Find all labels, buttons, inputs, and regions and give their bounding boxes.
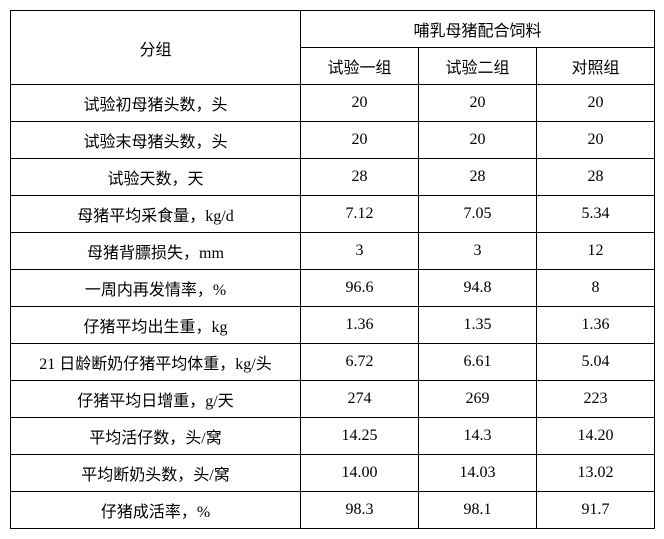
row-value-col1: 20 <box>301 85 419 122</box>
row-value-col2: 94.8 <box>419 270 537 307</box>
row-value-col3: 1.36 <box>537 307 655 344</box>
row-value-col3: 12 <box>537 233 655 270</box>
row-value-col1: 14.25 <box>301 418 419 455</box>
row-value-col1: 1.36 <box>301 307 419 344</box>
row-value-col1: 98.3 <box>301 492 419 529</box>
row-value-col3: 223 <box>537 381 655 418</box>
row-label: 仔猪平均日增重，g/天 <box>11 381 301 418</box>
row-value-col3: 5.04 <box>537 344 655 381</box>
row-value-col2: 14.3 <box>419 418 537 455</box>
table-row: 试验天数，天282828 <box>11 159 655 196</box>
header-col-3: 对照组 <box>537 48 655 85</box>
table-row: 试验末母猪头数，头202020 <box>11 122 655 159</box>
row-label: 试验末母猪头数，头 <box>11 122 301 159</box>
table-body: 试验初母猪头数，头202020试验末母猪头数，头202020试验天数，天2828… <box>11 85 655 529</box>
row-value-col3: 20 <box>537 85 655 122</box>
row-value-col1: 14.00 <box>301 455 419 492</box>
row-value-col3: 8 <box>537 270 655 307</box>
row-value-col2: 1.35 <box>419 307 537 344</box>
table-row: 21 日龄断奶仔猪平均体重，kg/头6.726.615.04 <box>11 344 655 381</box>
header-group-label: 分组 <box>11 11 301 85</box>
row-value-col3: 20 <box>537 122 655 159</box>
row-value-col1: 96.6 <box>301 270 419 307</box>
row-value-col1: 274 <box>301 381 419 418</box>
row-label: 试验初母猪头数，头 <box>11 85 301 122</box>
table-row: 母猪背膘损失，mm3312 <box>11 233 655 270</box>
table-row: 平均断奶头数，头/窝14.0014.0313.02 <box>11 455 655 492</box>
row-value-col2: 7.05 <box>419 196 537 233</box>
row-label: 母猪背膘损失，mm <box>11 233 301 270</box>
row-value-col2: 6.61 <box>419 344 537 381</box>
data-table: 分组 哺乳母猪配合饲料 试验一组 试验二组 对照组 试验初母猪头数，头20202… <box>10 10 655 529</box>
row-value-col2: 3 <box>419 233 537 270</box>
row-value-col2: 20 <box>419 122 537 159</box>
header-col-1: 试验一组 <box>301 48 419 85</box>
table-row: 一周内再发情率，%96.694.88 <box>11 270 655 307</box>
table-row: 仔猪成活率，%98.398.191.7 <box>11 492 655 529</box>
row-value-col2: 98.1 <box>419 492 537 529</box>
row-value-col1: 20 <box>301 122 419 159</box>
row-value-col2: 28 <box>419 159 537 196</box>
row-label: 一周内再发情率，% <box>11 270 301 307</box>
row-label: 试验天数，天 <box>11 159 301 196</box>
row-label: 母猪平均采食量，kg/d <box>11 196 301 233</box>
header-col-2: 试验二组 <box>419 48 537 85</box>
row-value-col2: 269 <box>419 381 537 418</box>
row-value-col1: 6.72 <box>301 344 419 381</box>
table-row: 母猪平均采食量，kg/d7.127.055.34 <box>11 196 655 233</box>
row-label: 仔猪平均出生重，kg <box>11 307 301 344</box>
row-value-col3: 14.20 <box>537 418 655 455</box>
header-row-1: 分组 哺乳母猪配合饲料 <box>11 11 655 48</box>
row-label: 平均活仔数，头/窝 <box>11 418 301 455</box>
table-row: 试验初母猪头数，头202020 <box>11 85 655 122</box>
row-label: 平均断奶头数，头/窝 <box>11 455 301 492</box>
row-value-col3: 91.7 <box>537 492 655 529</box>
table-row: 仔猪平均出生重，kg1.361.351.36 <box>11 307 655 344</box>
row-value-col2: 14.03 <box>419 455 537 492</box>
row-value-col3: 13.02 <box>537 455 655 492</box>
row-value-col2: 20 <box>419 85 537 122</box>
table-row: 仔猪平均日增重，g/天274269223 <box>11 381 655 418</box>
row-label: 21 日龄断奶仔猪平均体重，kg/头 <box>11 344 301 381</box>
table-row: 平均活仔数，头/窝14.2514.314.20 <box>11 418 655 455</box>
row-value-col1: 3 <box>301 233 419 270</box>
row-value-col1: 7.12 <box>301 196 419 233</box>
row-value-col1: 28 <box>301 159 419 196</box>
row-label: 仔猪成活率，% <box>11 492 301 529</box>
row-value-col3: 5.34 <box>537 196 655 233</box>
header-feed-label: 哺乳母猪配合饲料 <box>301 11 655 48</box>
row-value-col3: 28 <box>537 159 655 196</box>
